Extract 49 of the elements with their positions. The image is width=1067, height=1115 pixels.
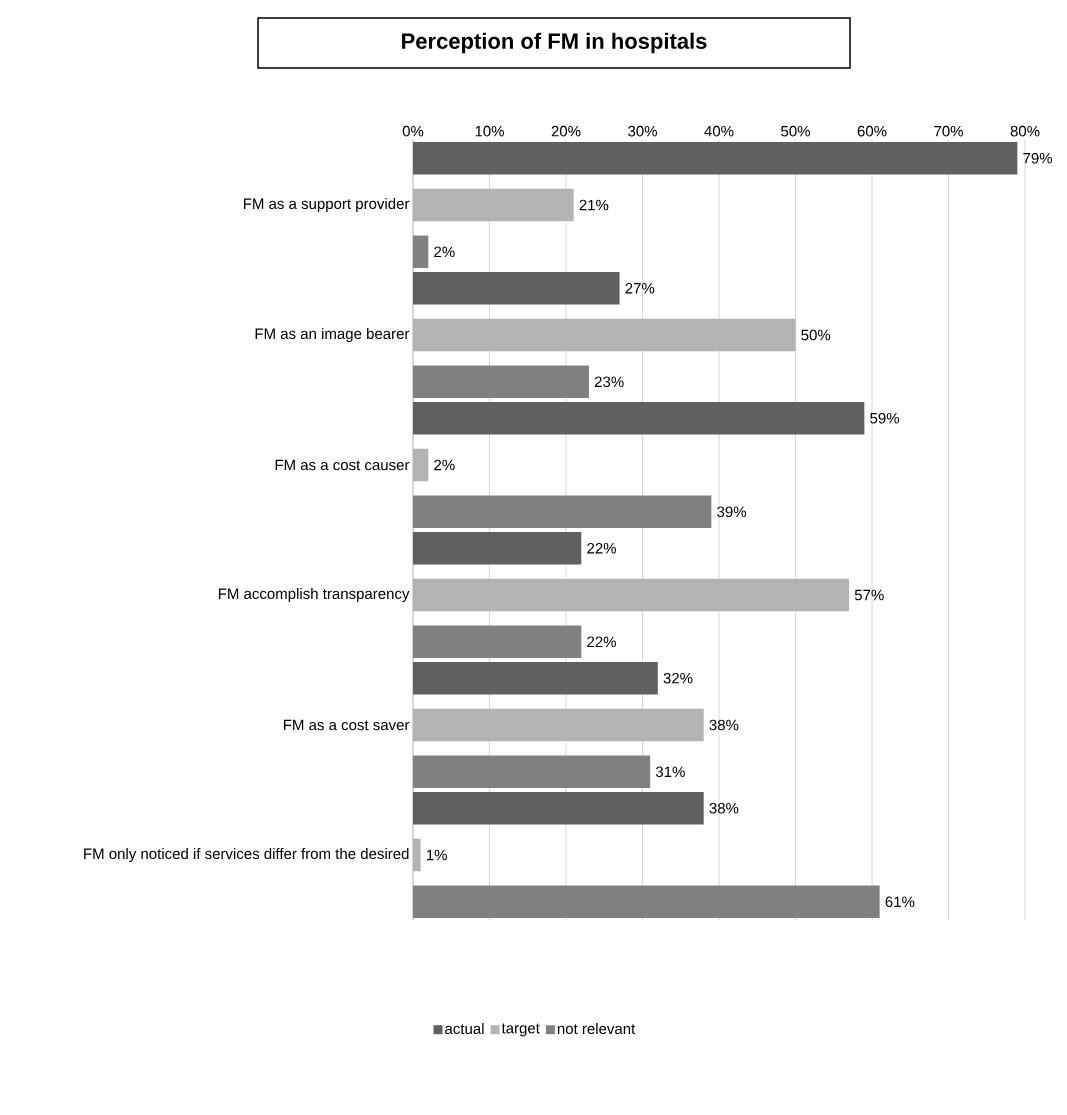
y-tick-label: FM as a cost causer: [275, 459, 410, 471]
x-tick-label: 70%: [934, 125, 963, 137]
bar: [413, 448, 429, 482]
data-label: 2%: [434, 246, 455, 258]
legend-label: target: [501, 1023, 540, 1037]
chart-title: Perception of FM in hospitals: [402, 32, 707, 54]
y-tick-label: FM as a support provider: [243, 198, 410, 212]
data-label: 59%: [870, 412, 900, 424]
data-label: 22%: [587, 542, 616, 554]
bar: [413, 318, 796, 352]
y-tick-label: FM as a cost saver: [283, 719, 410, 731]
y-tick-label: FM only noticed if services differ from the desired: [84, 848, 409, 862]
x-tick-label: 50%: [781, 125, 810, 137]
bar: [413, 531, 582, 565]
legend-label: not relevant: [557, 1023, 636, 1035]
data-label: 31%: [655, 766, 685, 778]
x-tick-label: 60%: [857, 125, 887, 137]
data-label: 50%: [801, 329, 831, 341]
legend-label: actual: [445, 1023, 484, 1035]
data-label: 32%: [663, 672, 693, 684]
x-tick-label: 0%: [402, 125, 424, 137]
y-tick-label: FM as an image bearer: [255, 328, 410, 342]
x-tick-label: 80%: [1010, 125, 1040, 137]
bar: [413, 271, 620, 305]
data-label: 39%: [717, 506, 747, 518]
data-label: 23%: [594, 376, 624, 388]
data-label: 38%: [709, 719, 739, 731]
x-tick-label: 10%: [475, 125, 504, 137]
bar: [413, 838, 421, 872]
data-label: 21%: [579, 199, 609, 211]
data-label: 57%: [854, 589, 884, 601]
data-label: 22%: [587, 636, 616, 648]
bar: [413, 578, 850, 612]
bar: [413, 188, 574, 222]
bar: [413, 661, 658, 695]
bar: [413, 791, 704, 825]
y-tick-label: FM accomplish transparency: [218, 588, 410, 602]
bar: [413, 141, 1018, 175]
data-label: 2%: [434, 459, 455, 471]
data-label: 61%: [885, 896, 915, 908]
x-tick-label: 30%: [628, 125, 657, 137]
data-label: 38%: [709, 802, 739, 814]
bar: [413, 401, 865, 435]
bar: [413, 708, 704, 742]
data-label: 1%: [427, 849, 447, 861]
x-tick-label: 20%: [551, 125, 581, 137]
x-tick-label: 40%: [704, 125, 734, 137]
data-label: 27%: [625, 282, 655, 294]
data-label: 79%: [1023, 152, 1053, 164]
